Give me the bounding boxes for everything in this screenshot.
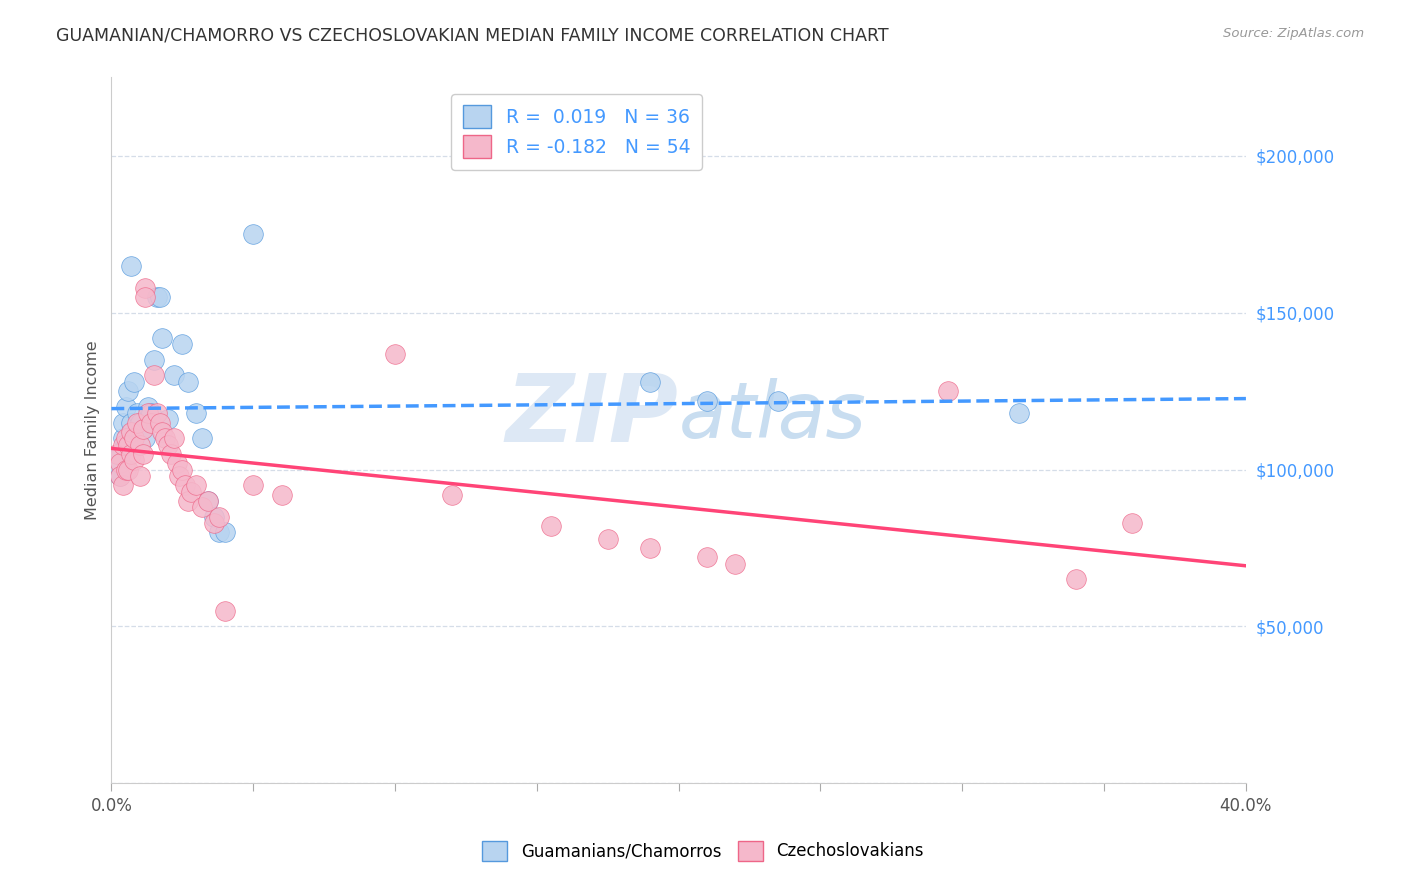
- Point: [108, 447, 131, 461]
- Point: [120, 447, 142, 461]
- Point: [214, 525, 236, 540]
- Point: [136, 406, 159, 420]
- Point: [766, 393, 789, 408]
- Point: [157, 437, 180, 451]
- Point: [172, 462, 194, 476]
- Point: [177, 375, 200, 389]
- Point: [191, 431, 214, 445]
- Point: [120, 416, 142, 430]
- Point: [131, 422, 153, 436]
- Point: [146, 290, 169, 304]
- Point: [105, 447, 128, 461]
- Point: [169, 469, 191, 483]
- Point: [1008, 406, 1031, 420]
- Point: [696, 393, 718, 408]
- Point: [120, 259, 142, 273]
- Point: [111, 478, 134, 492]
- Point: [180, 484, 202, 499]
- Point: [384, 346, 406, 360]
- Point: [186, 406, 208, 420]
- Text: GUAMANIAN/CHAMORRO VS CZECHOSLOVAKIAN MEDIAN FAMILY INCOME CORRELATION CHART: GUAMANIAN/CHAMORRO VS CZECHOSLOVAKIAN ME…: [56, 27, 889, 45]
- Point: [117, 384, 139, 399]
- Point: [163, 431, 186, 445]
- Point: [125, 416, 148, 430]
- Text: Source: ZipAtlas.com: Source: ZipAtlas.com: [1223, 27, 1364, 40]
- Point: [160, 447, 183, 461]
- Point: [157, 412, 180, 426]
- Point: [152, 331, 174, 345]
- Point: [117, 462, 139, 476]
- Point: [105, 462, 128, 476]
- Point: [111, 431, 134, 445]
- Point: [202, 509, 225, 524]
- Point: [166, 456, 188, 470]
- Point: [134, 280, 156, 294]
- Point: [142, 368, 165, 383]
- Point: [139, 416, 162, 430]
- Point: [111, 416, 134, 430]
- Point: [122, 431, 145, 445]
- Point: [208, 509, 231, 524]
- Point: [540, 519, 562, 533]
- Point: [242, 227, 264, 242]
- Point: [142, 352, 165, 367]
- Point: [186, 478, 208, 492]
- Point: [208, 525, 231, 540]
- Point: [1121, 516, 1143, 530]
- Point: [177, 494, 200, 508]
- Legend: R =  0.019   N = 36, R = -0.182   N = 54: R = 0.019 N = 36, R = -0.182 N = 54: [451, 94, 702, 169]
- Point: [152, 425, 174, 439]
- Point: [117, 437, 139, 451]
- Point: [149, 290, 172, 304]
- Point: [114, 437, 136, 451]
- Text: ZIP: ZIP: [506, 370, 679, 462]
- Text: atlas: atlas: [679, 378, 866, 454]
- Point: [936, 384, 959, 399]
- Point: [163, 368, 186, 383]
- Point: [172, 337, 194, 351]
- Point: [640, 541, 662, 555]
- Point: [114, 400, 136, 414]
- Point: [640, 375, 662, 389]
- Legend: Guamanians/Chamorros, Czechoslovakians: Guamanians/Chamorros, Czechoslovakians: [475, 834, 931, 868]
- Point: [128, 469, 150, 483]
- Point: [128, 437, 150, 451]
- Point: [131, 422, 153, 436]
- Point: [134, 431, 156, 445]
- Point: [134, 290, 156, 304]
- Point: [214, 604, 236, 618]
- Point: [191, 500, 214, 515]
- Point: [1064, 573, 1087, 587]
- Point: [149, 416, 172, 430]
- Point: [120, 425, 142, 439]
- Point: [128, 416, 150, 430]
- Point: [440, 488, 463, 502]
- Point: [108, 469, 131, 483]
- Point: [197, 494, 219, 508]
- Point: [696, 550, 718, 565]
- Point: [114, 462, 136, 476]
- Point: [197, 494, 219, 508]
- Point: [108, 456, 131, 470]
- Point: [136, 400, 159, 414]
- Point: [146, 406, 169, 420]
- Point: [202, 516, 225, 530]
- Point: [114, 431, 136, 445]
- Point: [108, 469, 131, 483]
- Point: [131, 447, 153, 461]
- Point: [125, 406, 148, 420]
- Point: [122, 453, 145, 467]
- Point: [111, 437, 134, 451]
- Point: [242, 478, 264, 492]
- Point: [122, 375, 145, 389]
- Point: [270, 488, 292, 502]
- Point: [174, 478, 197, 492]
- Y-axis label: Median Family Income: Median Family Income: [86, 341, 100, 520]
- Point: [139, 406, 162, 420]
- Point: [596, 532, 619, 546]
- Point: [724, 557, 747, 571]
- Point: [155, 431, 177, 445]
